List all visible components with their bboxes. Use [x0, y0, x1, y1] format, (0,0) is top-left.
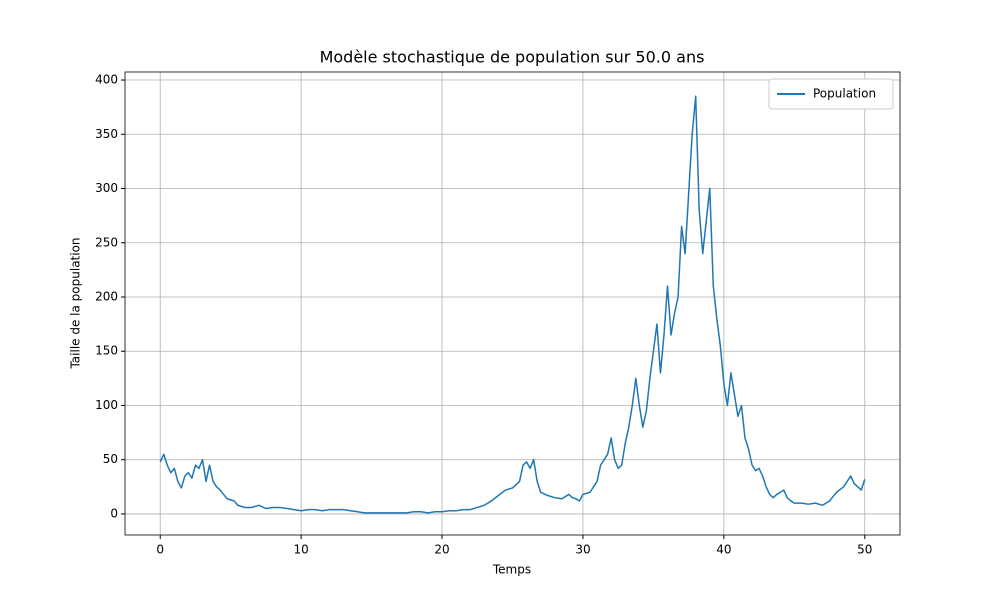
y-tick-label: 200	[95, 289, 118, 303]
y-tick-label: 100	[95, 398, 118, 412]
y-tick-label: 50	[103, 452, 118, 466]
y-tick-label: 0	[110, 506, 118, 520]
y-axis-label: Taille de la population	[69, 237, 83, 369]
y-tick-label: 400	[95, 73, 118, 87]
data-line	[159, 95, 866, 514]
x-tick-label: 40	[716, 543, 731, 557]
x-tick-label: 20	[434, 543, 449, 557]
y-tick-label: 300	[95, 181, 118, 195]
plot-frame	[124, 71, 901, 536]
chart-title: Modèle stochastique de population sur 50…	[320, 48, 705, 67]
x-tick-label: 50	[857, 543, 872, 557]
x-tick-label: 0	[156, 543, 164, 557]
legend-box	[768, 78, 894, 110]
legend-label: Population	[813, 87, 876, 101]
x-tick-label: 10	[293, 543, 308, 557]
y-tick-label: 250	[95, 235, 118, 249]
y-tick-label: 150	[95, 344, 118, 358]
x-tick-label: 30	[575, 543, 590, 557]
x-axis-label: Temps	[492, 563, 531, 577]
y-tick-label: 350	[95, 127, 118, 141]
